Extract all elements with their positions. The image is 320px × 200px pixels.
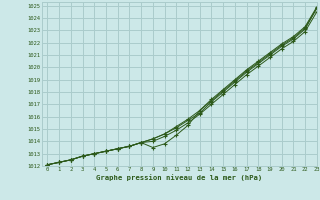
X-axis label: Graphe pression niveau de la mer (hPa): Graphe pression niveau de la mer (hPa) bbox=[96, 174, 262, 181]
